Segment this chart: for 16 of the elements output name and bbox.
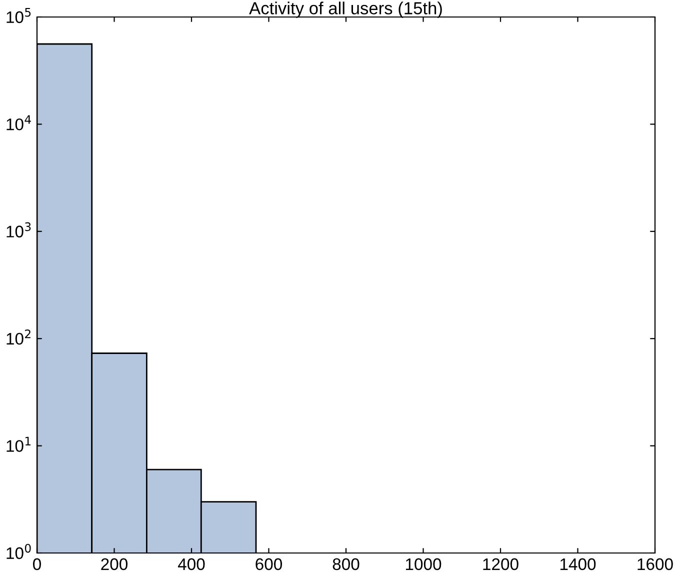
- y-tick-label: 10$^{0}$: [6, 544, 31, 560]
- x-tick-label: 1000: [406, 558, 442, 570]
- x-tick-label: 0: [33, 558, 41, 570]
- chart-title: Activity of all users (15th): [249, 2, 442, 18]
- x-tick-label: 1400: [560, 558, 596, 570]
- x-tick-label: 800: [332, 558, 360, 570]
- y-tick-label: 10$^{5}$: [6, 8, 31, 24]
- x-tick-label: 200: [101, 558, 128, 570]
- x-tick-label: 1600: [638, 558, 673, 570]
- x-tick-label: 400: [178, 558, 205, 570]
- y-tick-label: 10$^{3}$: [6, 222, 31, 238]
- x-tick-label: 1200: [483, 558, 518, 570]
- y-tick-label: 10$^{4}$: [6, 115, 31, 130]
- y-tick-label: 10$^{1}$: [6, 436, 31, 452]
- y-tick-label: 10$^{2}$: [6, 329, 30, 345]
- x-tick-label: 600: [256, 558, 282, 570]
